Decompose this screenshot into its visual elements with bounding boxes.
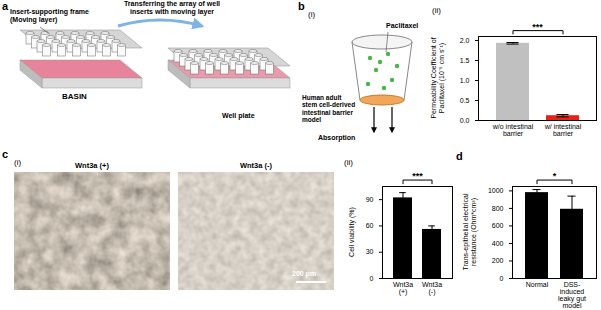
html-text:Wnt3a (-): Wnt3a (-): [240, 161, 272, 170]
svg-text:Wnt3a(-): Wnt3a(-): [422, 281, 442, 296]
svg-text:0: 0: [370, 275, 374, 282]
svg-text:*: *: [553, 171, 557, 181]
html-text:b: b: [298, 0, 305, 12]
html-text:(i): (i): [308, 10, 316, 19]
svg-text:w/o intestinalbarrier: w/o intestinalbarrier: [492, 123, 534, 137]
html-text:Well plate: Well plate: [222, 112, 255, 119]
svg-text:400: 400: [492, 240, 504, 247]
svg-text:1.0: 1.0: [460, 77, 470, 84]
html-text:Human adult stem cell-derived: Human adult stem cell-derived intestinal…: [302, 94, 356, 124]
svg-text:***: ***: [532, 22, 543, 32]
svg-text:Normal: Normal: [526, 281, 549, 288]
svg-text:800: 800: [492, 205, 504, 212]
svg-text:Wnt3a(+): Wnt3a(+): [393, 281, 413, 296]
svg-text:1000: 1000: [488, 187, 504, 194]
svg-text:2.0: 2.0: [460, 37, 470, 44]
html-text:200 μm: 200 μm: [292, 270, 317, 277]
html-text:Absorption: Absorption: [318, 134, 356, 141]
html-text:aInsert-supporting frame (Movi: aInsert-supporting frame (Moving layer): [2, 0, 89, 23]
html-text:Trans-epithelial electrical re: Trans-epithelial electrical resistance (…: [462, 193, 477, 271]
svg-text:w/ intestinalbarrier: w/ intestinalbarrier: [544, 123, 582, 137]
svg-text:0.0: 0.0: [460, 117, 470, 124]
svg-text:60: 60: [366, 222, 374, 229]
html-text:Permeability Coefficient of Pa: Permeability Coefficient of Paclitaxel (…: [430, 37, 445, 119]
svg-text:600: 600: [492, 222, 504, 229]
svg-text:200: 200: [492, 257, 504, 264]
html-text:d: d: [456, 150, 463, 162]
html-text:BASIN: BASIN: [62, 92, 87, 101]
html-text:Transferring the array of well: Transferring the array of well inserts w…: [124, 0, 220, 15]
svg-text:***: ***: [412, 171, 423, 181]
html-text:c: c: [2, 148, 9, 160]
svg-text:0: 0: [500, 275, 504, 282]
svg-text:30: 30: [366, 248, 374, 255]
svg-text:1.5: 1.5: [460, 57, 470, 64]
svg-text:0.5: 0.5: [460, 97, 470, 104]
html-text:(ii): (ii): [344, 158, 353, 167]
svg-text:90: 90: [366, 196, 374, 203]
html-text:Wnt3a (+): Wnt3a (+): [75, 161, 109, 170]
html-text:(i): (i): [14, 158, 22, 167]
html-text:(ii): (ii): [432, 6, 441, 15]
svg-text:DSS-inducedleaky gutmodel: DSS-inducedleaky gutmodel: [558, 281, 586, 309]
html-text:Paclitaxel: Paclitaxel: [386, 22, 419, 29]
html-text:Cell viability (%): Cell viability (%): [348, 207, 355, 257]
